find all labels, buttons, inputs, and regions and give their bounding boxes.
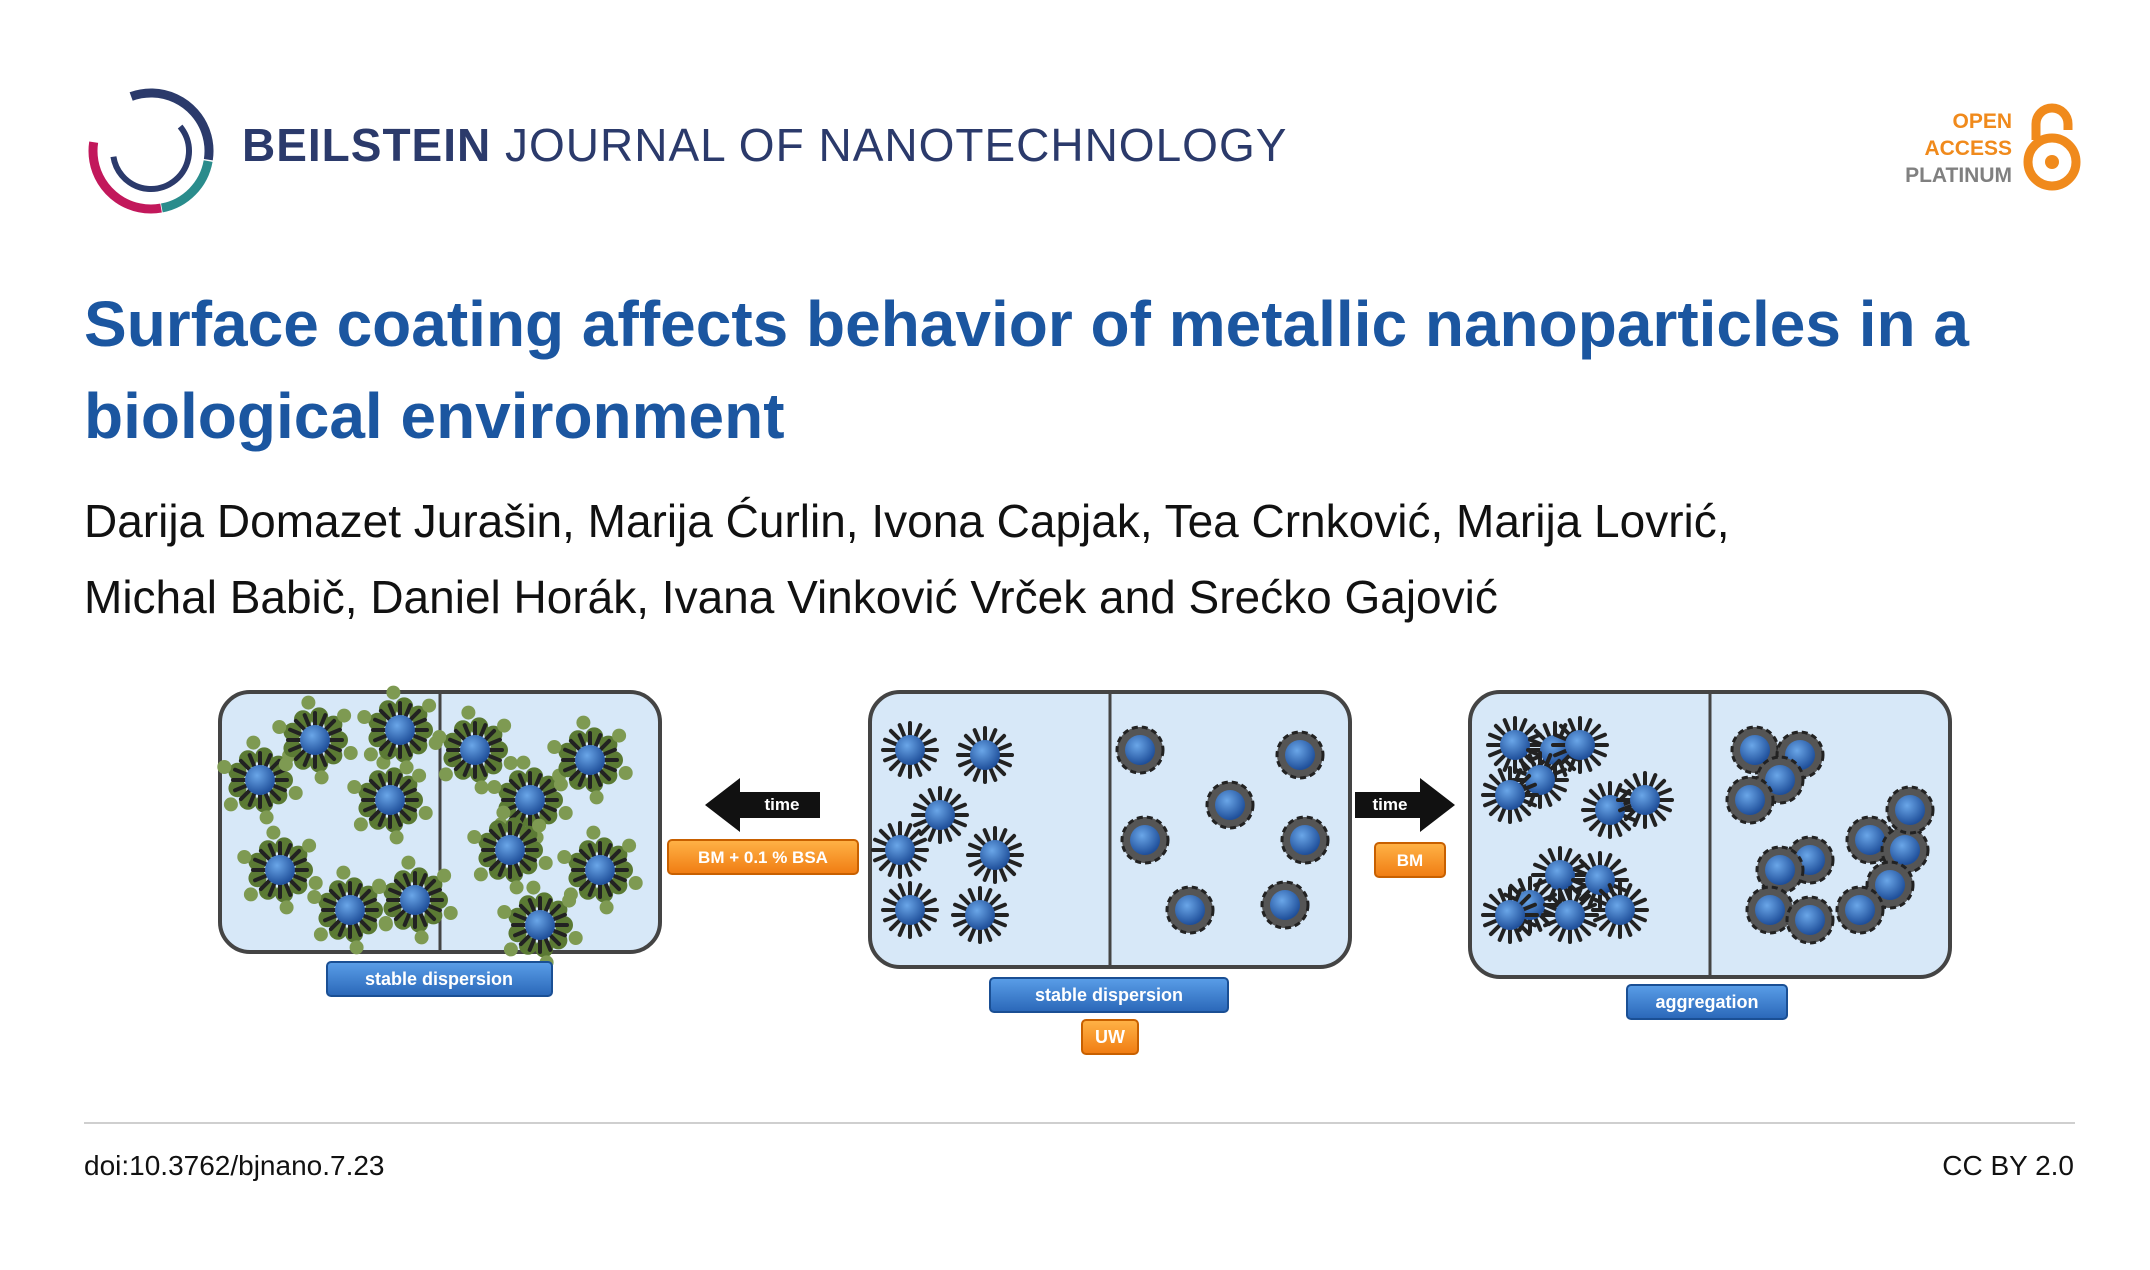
nanoparticle	[966, 826, 1024, 884]
nanoparticle	[347, 755, 433, 845]
nanoparticle	[1551, 716, 1609, 774]
left-panel-label: stable dispersion	[365, 969, 513, 989]
nanoparticle	[557, 825, 643, 915]
nanoparticle	[432, 705, 518, 795]
nanoparticle	[372, 855, 458, 945]
nanoparticle	[1531, 846, 1589, 904]
nanoparticle	[237, 825, 323, 915]
nanoparticle	[881, 721, 939, 779]
nanoparticle	[497, 880, 583, 970]
nanoparticle	[1616, 771, 1674, 829]
journal-logo-icon	[88, 88, 214, 214]
nanoparticle	[1755, 845, 1805, 895]
footer-divider	[84, 1122, 2075, 1124]
nanoparticle	[547, 715, 633, 805]
right-arrow-icon	[1355, 778, 1455, 832]
right-arrow-text: time	[1373, 795, 1408, 814]
nanoparticle	[1885, 785, 1935, 835]
nanoparticle	[1275, 730, 1325, 780]
nanoparticle	[951, 886, 1009, 944]
authors-line-2: Michal Babič, Daniel Horák, Ivana Vinkov…	[84, 571, 1498, 623]
nanoparticle	[1725, 775, 1775, 825]
nanoparticle	[1591, 881, 1649, 939]
oa-access: ACCESS	[1924, 137, 2012, 160]
journal-brand: BEILSTEIN	[242, 119, 492, 171]
license-text: CC BY 2.0	[1942, 1150, 2074, 1181]
nanoparticle	[1120, 815, 1170, 865]
nanoparticle	[911, 786, 969, 844]
center-panel-sublabel: UW	[1095, 1027, 1125, 1047]
left-arrow-text: time	[765, 795, 800, 814]
nanoparticle	[1581, 781, 1639, 839]
right-panel-label: aggregation	[1655, 992, 1758, 1012]
journal-subtitle: JOURNAL OF NANOTECHNOLOGY	[505, 119, 1288, 171]
open-access-lock-icon	[2023, 103, 2081, 191]
nanoparticle	[1280, 815, 1330, 865]
graphical-abstract: time BM + 0.1 % BSA time BM stable dispe…	[217, 685, 1952, 1055]
article-authors: Darija Domazet Jurašin, Marija Ćurlin, I…	[84, 483, 2064, 635]
nanoparticle	[1745, 885, 1795, 935]
left-arrow-label: BM + 0.1 % BSA	[698, 848, 828, 867]
open-access-badge: OPEN ACCESS PLATINUM	[1905, 108, 2012, 189]
nanoparticle	[1835, 885, 1885, 935]
article-title: Surface coating affects behavior of meta…	[84, 288, 1969, 452]
nanoparticle	[881, 881, 939, 939]
nanoparticle	[307, 865, 393, 955]
doi-text: doi:10.3762/bjnano.7.23	[84, 1150, 385, 1181]
oa-platinum: PLATINUM	[1905, 164, 2012, 187]
nanoparticle	[1541, 886, 1599, 944]
nanoparticle	[357, 685, 443, 775]
nanoparticle	[272, 695, 358, 785]
nanoparticle	[1205, 780, 1255, 830]
nanoparticle	[871, 821, 929, 879]
nanoparticle	[1115, 725, 1165, 775]
journal-name: BEILSTEIN JOURNAL OF NANOTECHNOLOGY	[242, 118, 1287, 172]
authors-line-1: Darija Domazet Jurašin, Marija Ćurlin, I…	[84, 495, 1730, 547]
oa-open: OPEN	[1952, 110, 2012, 133]
right-arrow-label: BM	[1397, 851, 1423, 870]
left-arrow-icon	[705, 778, 820, 832]
nanoparticle	[956, 726, 1014, 784]
nanoparticle	[1481, 886, 1539, 944]
nanoparticle	[1785, 895, 1835, 945]
nanoparticle	[1486, 716, 1544, 774]
nanoparticle	[1481, 766, 1539, 824]
nanoparticle	[1165, 885, 1215, 935]
nanoparticle	[1260, 880, 1310, 930]
center-panel-label: stable dispersion	[1035, 985, 1183, 1005]
nanoparticle	[467, 805, 553, 895]
